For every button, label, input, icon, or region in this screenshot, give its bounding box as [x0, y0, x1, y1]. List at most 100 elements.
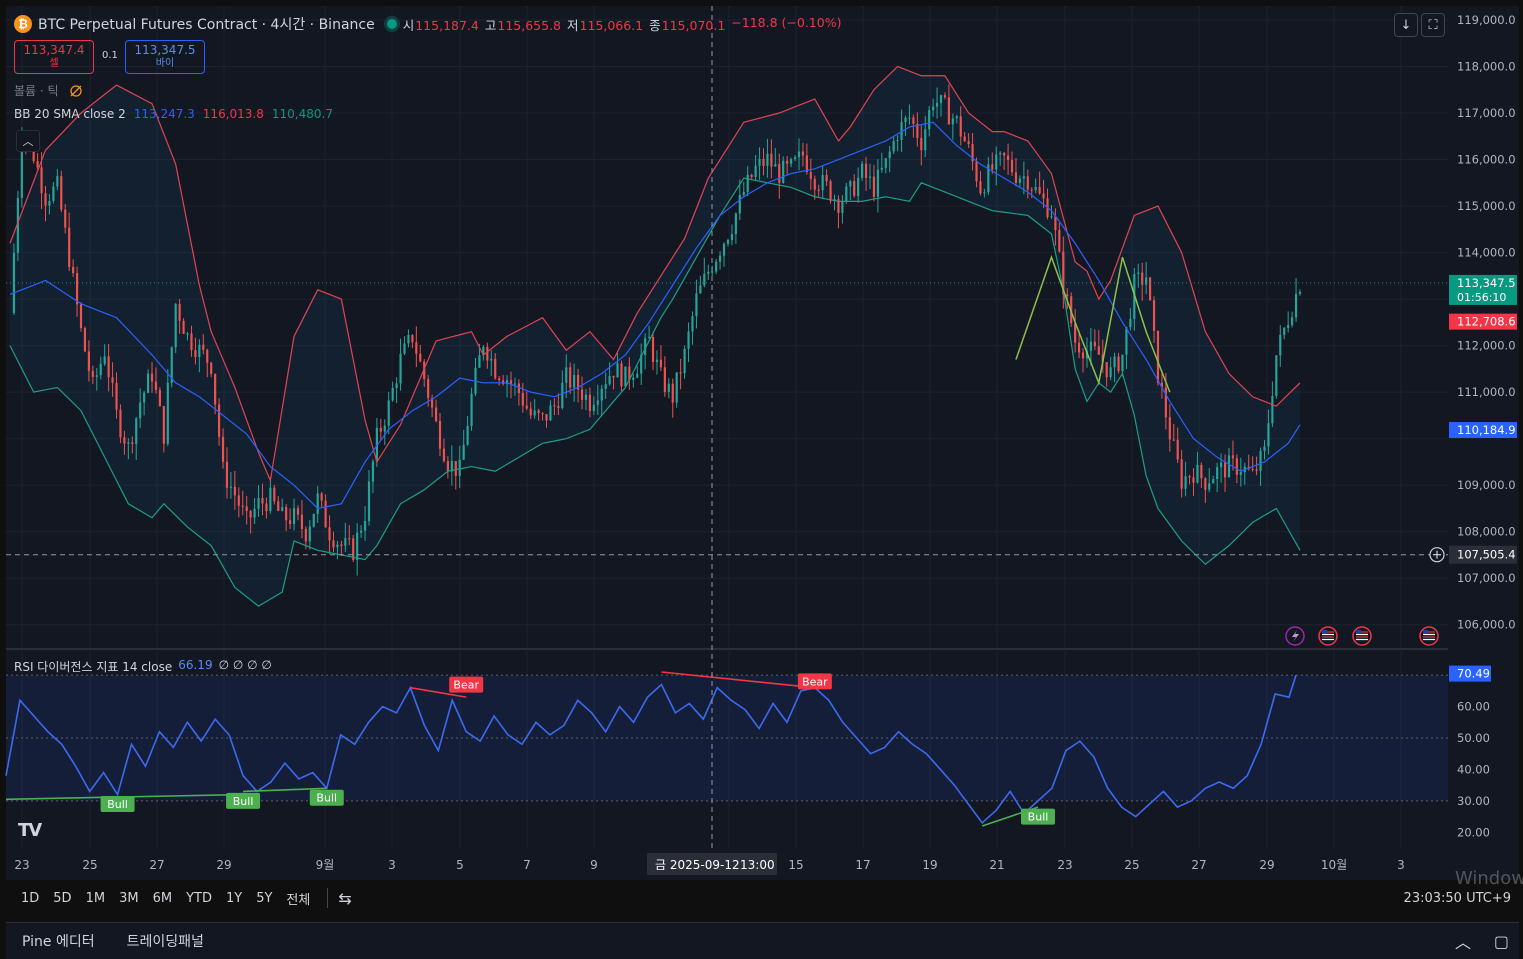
- candle-body: [174, 304, 177, 348]
- candle-body: [573, 374, 576, 388]
- time-tick-label: 15: [788, 858, 803, 872]
- candle-body: [352, 538, 355, 560]
- candle-body: [202, 344, 205, 350]
- candle-body: [399, 353, 402, 384]
- candle-body: [1279, 334, 1282, 356]
- candle-body: [1003, 152, 1006, 156]
- candle-body: [1141, 272, 1144, 285]
- divergence-label-box: [797, 673, 832, 690]
- candle-body: [521, 392, 524, 406]
- candle-body: [754, 165, 757, 177]
- candle-body: [442, 448, 446, 462]
- divergence-label: Bear: [449, 676, 484, 693]
- candle-body: [1168, 417, 1171, 440]
- time-tick-label: 21: [989, 858, 1004, 872]
- candle-body: [1081, 352, 1085, 359]
- candle-body: [502, 380, 505, 385]
- candle-body: [225, 461, 229, 488]
- event-markers[interactable]: [1285, 626, 1439, 646]
- candle-body: [379, 427, 382, 432]
- candle-body: [1239, 472, 1242, 475]
- candle-body: [1294, 293, 1298, 318]
- rsi-legend[interactable]: RSI 다이버전스 지표 14 close 66.19 ∅ ∅ ∅ ∅: [14, 658, 272, 675]
- range-1y[interactable]: 1Y: [225, 890, 243, 906]
- candle-body: [675, 372, 678, 403]
- candle-body: [576, 374, 580, 390]
- candle-body: [83, 328, 87, 352]
- candle-body: [158, 389, 161, 407]
- candle-body: [36, 161, 39, 168]
- candle-body: [778, 164, 781, 183]
- rsi-pane: Bull Bull Bull Bear Bear Bull: [5, 671, 1448, 827]
- candle-body: [450, 461, 453, 472]
- pattern-line: [1015, 254, 1171, 393]
- candle-body: [387, 400, 390, 426]
- chart-canvas[interactable]: Bull Bull Bull Bear Bear Bull 119,000.0 118,00…: [0, 0, 1523, 880]
- candle-body: [663, 367, 666, 392]
- range-all[interactable]: 전체: [286, 892, 311, 908]
- divergence-label-box: [309, 789, 344, 806]
- candle-body: [809, 172, 812, 179]
- time-tick-label: 25: [82, 858, 97, 872]
- candle-body: [411, 335, 414, 343]
- buy-button[interactable]: 113,347.5 바이: [125, 40, 205, 74]
- candle-body: [1145, 277, 1148, 285]
- candle-body: [371, 461, 375, 482]
- download-icon[interactable]: ↓: [1394, 13, 1418, 37]
- price-label-box: [1449, 274, 1517, 305]
- range-6m[interactable]: 6M: [152, 890, 173, 906]
- range-1d[interactable]: 1D: [21, 890, 40, 906]
- candle-body: [557, 406, 560, 409]
- candle-body: [1034, 186, 1037, 191]
- candle-body: [959, 116, 962, 137]
- eye-hidden-icon[interactable]: [69, 84, 83, 98]
- candle-body: [758, 159, 761, 166]
- market-status-icon[interactable]: [386, 19, 397, 29]
- range-5d[interactable]: 5D: [53, 890, 72, 906]
- candle-body: [356, 532, 359, 560]
- candle-body: [533, 410, 536, 416]
- candle-body: [434, 407, 438, 421]
- bb-legend[interactable]: BB 20 SMA close 2 113,247.3 116,013.8 11…: [14, 107, 333, 121]
- symbol-title[interactable]: BTC Perpetual Futures Contract · 4시간 · B…: [38, 17, 375, 33]
- candle-body: [1058, 230, 1061, 252]
- order-quantity[interactable]: 0.1: [102, 50, 118, 61]
- candle-body: [975, 161, 978, 182]
- bottom-toolbar: 1D 5D 1M 3M 6M YTD 1Y 5Y 전체 ⇆ 23:03:50 U…: [6, 880, 1519, 916]
- compare-icon[interactable]: ⇆: [338, 888, 352, 908]
- divergence-label-box: [449, 676, 484, 693]
- candle-body: [1105, 362, 1108, 378]
- maximize-icon[interactable]: ▢: [1493, 931, 1509, 951]
- clock-timezone[interactable]: 23:03:50 UTC+9: [1403, 890, 1511, 906]
- collapse-legend-icon[interactable]: ︿: [16, 130, 40, 152]
- candle-body: [896, 139, 899, 141]
- divergence-label-box: [226, 792, 261, 809]
- tab-pine-editor[interactable]: Pine 에디터: [22, 934, 95, 950]
- fullscreen-icon[interactable]: ⛶: [1421, 13, 1445, 37]
- candle-body: [367, 481, 371, 522]
- volume-legend[interactable]: 볼륨 · 틱: [14, 82, 83, 99]
- candle-body: [908, 117, 911, 119]
- candle-body: [924, 129, 927, 151]
- divergence-label-text: Bull: [1028, 811, 1049, 824]
- range-3m[interactable]: 3M: [119, 890, 139, 906]
- crosshair-time-box: [647, 853, 777, 875]
- candle-body: [482, 346, 485, 356]
- chevron-up-icon[interactable]: ︿: [1454, 933, 1471, 952]
- candle-body: [1026, 176, 1029, 190]
- candle-body: [1251, 469, 1254, 471]
- price-tick-label: 119,000.0: [1457, 13, 1516, 27]
- range-ytd[interactable]: YTD: [186, 890, 212, 906]
- candle-body: [738, 195, 741, 214]
- range-5y[interactable]: 5Y: [256, 890, 273, 906]
- symbol-header[interactable]: ₿ BTC Perpetual Futures Contract · 4시간 ·…: [14, 12, 841, 36]
- sell-button[interactable]: 113,347.4 셀: [14, 40, 94, 74]
- candle-body: [1022, 176, 1025, 179]
- tab-trading-panel[interactable]: 트레이딩패널: [126, 934, 204, 950]
- candle-body: [44, 193, 47, 206]
- price-label-box: [1449, 313, 1517, 330]
- time-tick-label: 3: [1397, 858, 1405, 872]
- tradingview-logo[interactable]: TV: [18, 820, 42, 841]
- time-tick-label: 29: [216, 858, 231, 872]
- range-1m[interactable]: 1M: [85, 890, 106, 906]
